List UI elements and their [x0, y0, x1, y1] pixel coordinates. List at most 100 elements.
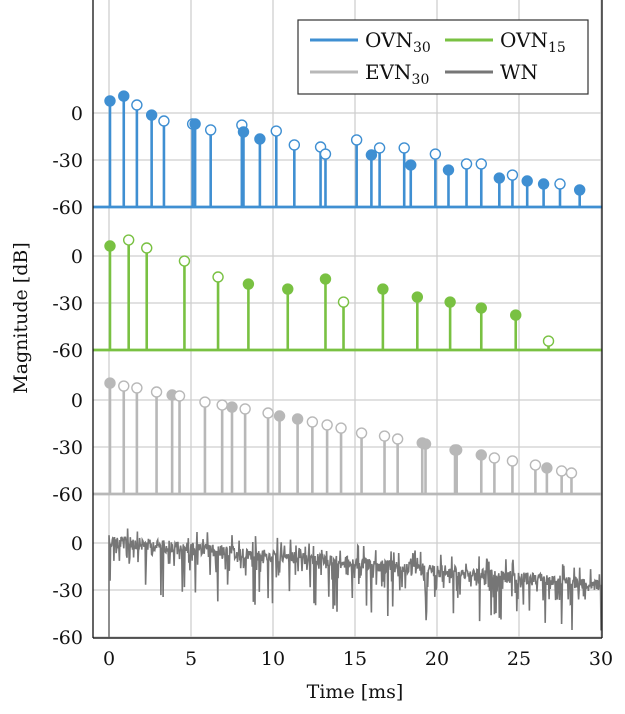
series-ovn15	[93, 234, 602, 352]
stem-marker-open	[475, 158, 487, 170]
legend-label-subscript: 30	[412, 72, 430, 88]
stem-marker-open	[173, 390, 186, 402]
x-tick-labels: 0 5 10 15 20 25 30	[103, 648, 613, 670]
stem-marker-open	[565, 467, 578, 479]
stem-marker-filled	[493, 172, 506, 184]
y-tick-label: 0	[71, 533, 83, 555]
legend-item-evn30: EVN30	[310, 60, 429, 88]
stem-marker-open	[204, 124, 217, 136]
x-tick-label: 25	[507, 648, 531, 670]
y-tick-label: -30	[52, 437, 83, 459]
stem-marker-open	[212, 271, 224, 283]
stem-marker-filled	[510, 309, 522, 321]
stem-marker-filled	[537, 178, 550, 190]
y-tick-label: -60	[52, 197, 83, 219]
stem-marker-filled	[475, 449, 487, 461]
stem-marker-open	[141, 242, 153, 254]
stem-marker-open	[262, 407, 274, 419]
y-tick-label: -60	[52, 340, 83, 362]
stem-marker-open	[373, 142, 386, 154]
stem-marker-open	[429, 148, 442, 160]
stem-marker-open	[355, 427, 368, 439]
stem-marker-open	[122, 234, 135, 246]
legend-label-subscript: 30	[413, 40, 431, 56]
stem-marker-open	[150, 386, 163, 398]
stem-marker-open	[199, 396, 211, 408]
legend-item-ovn15: OVN15	[445, 28, 566, 56]
stem-marker-filled	[145, 109, 158, 121]
stem-marker-filled	[444, 296, 456, 308]
stem-marker-open	[321, 419, 333, 431]
y-tick-label: -60	[52, 484, 83, 506]
stem-marker-open	[239, 403, 251, 415]
stem-marker-open	[398, 142, 410, 154]
stem-marker-filled	[573, 184, 586, 196]
x-tick-label: 30	[589, 648, 613, 670]
stem-marker-open	[554, 178, 566, 190]
y-tick-label: -30	[52, 150, 83, 172]
data-layer	[93, 90, 602, 639]
stem-marker-filled	[104, 377, 116, 389]
series-evn30	[93, 377, 602, 496]
legend-label-base: EVN	[365, 60, 412, 84]
stem-marker-open	[337, 296, 350, 308]
stem-marker-open	[118, 380, 130, 392]
stem-marker-filled	[450, 444, 463, 456]
stem-marker-filled	[242, 278, 255, 290]
legend-label-base: OVN	[500, 28, 548, 52]
stem-marker-open	[378, 430, 391, 442]
stem-marker-filled	[419, 438, 432, 450]
stem-marker-filled	[411, 291, 424, 303]
series-wn	[93, 528, 602, 639]
noise-trace	[108, 528, 602, 637]
legend-item-wn: WN	[445, 60, 538, 84]
stem-marker-filled	[104, 95, 116, 107]
stem-marker-filled	[365, 149, 378, 161]
stem-marker-open	[158, 115, 170, 127]
stem-marker-open	[555, 465, 568, 477]
stem-marker-open	[131, 99, 143, 111]
stem-marker-filled	[282, 283, 294, 295]
stem-marker-open	[216, 399, 228, 411]
stem-marker-filled	[442, 164, 455, 176]
x-tick-label: 20	[425, 648, 449, 670]
stem-marker-filled	[377, 283, 389, 295]
stem-marker-filled	[104, 240, 116, 252]
y-tick-label: -30	[52, 580, 83, 602]
stem-marker-filled	[237, 126, 250, 138]
x-tick-label: 15	[343, 648, 367, 670]
y-tick-label: 0	[71, 246, 83, 268]
stem-marker-filled	[291, 413, 304, 425]
stem-marker-open	[319, 148, 332, 160]
stem-marker-filled	[521, 175, 533, 187]
stem-marker-filled	[118, 90, 130, 102]
legend-label-subscript: 15	[548, 40, 566, 56]
y-tick-label: -60	[52, 627, 83, 649]
stem-marker-open	[131, 382, 143, 394]
y-tick-label: 0	[71, 390, 83, 412]
stem-marker-filled	[226, 401, 238, 413]
stem-marker-open	[460, 158, 473, 170]
y-tick-label: -30	[52, 293, 83, 315]
stem-marker-open	[350, 134, 363, 146]
x-tick-label: 5	[185, 648, 197, 670]
x-axis-title: Time [ms]	[307, 681, 404, 703]
y-tick-label: 0	[71, 103, 83, 125]
legend-label-base: OVN	[365, 28, 413, 52]
stem-marker-filled	[319, 273, 332, 285]
legend-label: WN	[500, 60, 538, 84]
stem-marker-open	[391, 433, 404, 445]
legend-label: OVN15	[500, 28, 566, 56]
stem-marker-open	[542, 335, 555, 347]
stem-marker-open	[288, 139, 301, 151]
x-tick-label: 0	[103, 648, 115, 670]
x-tick-label: 10	[261, 648, 285, 670]
stem-marker-filled	[254, 133, 266, 145]
series-ovn30	[93, 90, 602, 209]
stem-marker-filled	[541, 462, 553, 474]
stem-marker-open	[178, 255, 191, 267]
stem-marker-filled	[273, 410, 286, 422]
legend-label-base: WN	[500, 60, 538, 84]
legend-label: EVN30	[365, 60, 429, 88]
